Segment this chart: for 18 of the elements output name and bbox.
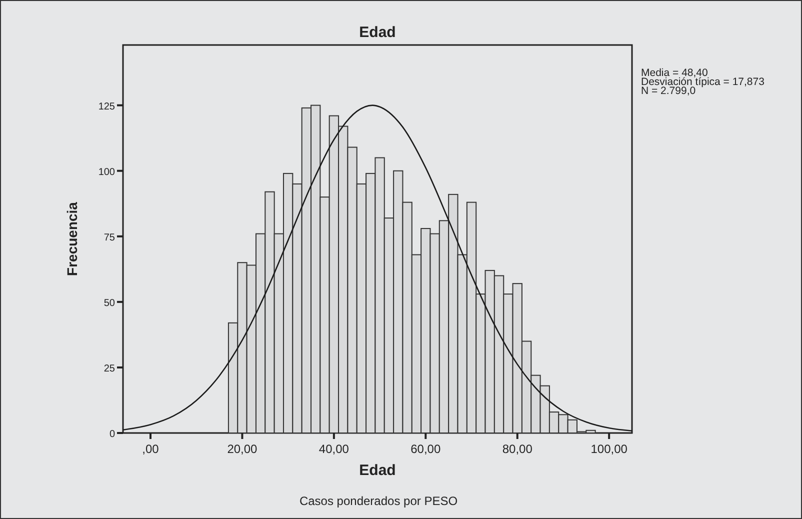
x-axis-title: Edad: [359, 462, 396, 479]
y-tick-label: 100: [98, 166, 116, 178]
x-tick-label: ,00: [142, 442, 160, 456]
x-tick-label: 80,00: [502, 442, 533, 456]
y-tick-label: 0: [109, 429, 116, 440]
text: N = 2.799,0: [641, 85, 696, 97]
chart-title: Edad: [359, 24, 396, 41]
x-tick-label: 60,00: [410, 442, 441, 456]
x-tick-label: 40,00: [318, 442, 350, 456]
x-tick-label: 20,00: [227, 442, 258, 456]
y-axis-title: Frecuencia: [64, 202, 80, 276]
y-tick-label: 125: [98, 101, 116, 112]
text: Casos ponderados por PESO: [299, 494, 458, 508]
y-tick-label: 25: [104, 363, 116, 374]
text: Desviación típica = 17,873: [641, 76, 765, 88]
x-tick-label: 100,00: [590, 442, 628, 456]
y-tick-label: 75: [104, 232, 116, 244]
y-tick-label: 50: [104, 298, 116, 309]
